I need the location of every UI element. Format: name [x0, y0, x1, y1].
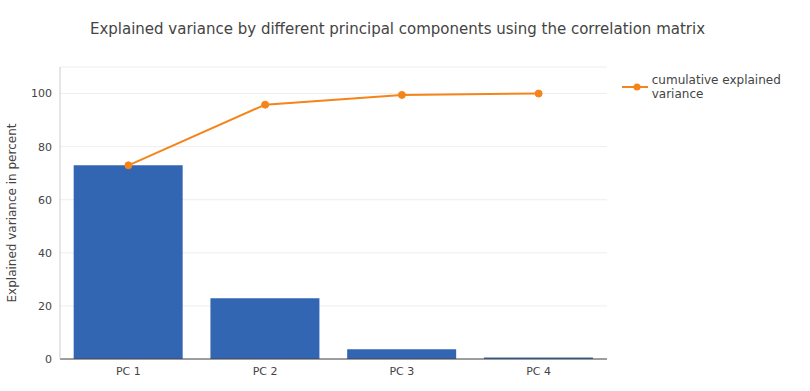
svg-text:20: 20: [38, 300, 52, 313]
svg-text:0: 0: [45, 353, 52, 366]
svg-text:Explained variance in percent: Explained variance in percent: [8, 123, 19, 302]
svg-text:40: 40: [38, 247, 52, 260]
html-text:cumulative explained variance: cumulative explained variance: [651, 73, 781, 101]
svg-text:60: 60: [38, 194, 52, 207]
html-text:Explained variance by differen: Explained variance by different principa…: [89, 20, 705, 38]
svg-text:PC 2: PC 2: [253, 365, 278, 378]
svg-text:80: 80: [38, 141, 52, 154]
svg-text:100: 100: [31, 87, 52, 100]
svg-text:PC 1: PC 1: [116, 365, 141, 378]
svg-text:PC 4: PC 4: [526, 365, 551, 378]
svg-text:PC 3: PC 3: [389, 365, 414, 378]
